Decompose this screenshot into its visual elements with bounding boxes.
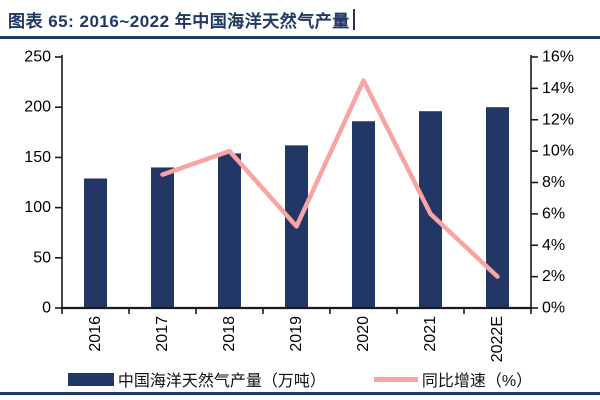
bar-2017 bbox=[151, 167, 174, 308]
growth-rate-line bbox=[160, 78, 500, 279]
legend-item-growth: 同比增速（%） bbox=[373, 367, 533, 391]
legend-label-production: 中国海洋天然气产量（万吨） bbox=[117, 373, 326, 390]
right-axis-tick-label: 16% bbox=[542, 49, 574, 66]
bar-2022E bbox=[486, 107, 509, 308]
right-axis-tick-label: 10% bbox=[542, 143, 574, 160]
right-axis-tick-label: 2% bbox=[542, 268, 565, 285]
x-axis-label-2021: 2021 bbox=[422, 316, 439, 352]
bar-2016 bbox=[84, 178, 107, 308]
legend-item-production: 中国海洋天然气产量（万吨） bbox=[67, 367, 326, 391]
combo-chart: 250 200 150 100 50 0 16% 14% 12% 10% 8% 6% 4% 2% 0% 201… bbox=[24, 49, 574, 363]
right-axis-tick-label: 8% bbox=[542, 174, 565, 191]
x-axis-label-2016: 2016 bbox=[87, 316, 104, 352]
right-axis-tick-label: 6% bbox=[542, 205, 565, 222]
right-axis-tick-label: 12% bbox=[542, 111, 574, 128]
figure-title-row: 图表 65: 2016~2022 年中国海洋天然气产量 bbox=[8, 7, 355, 32]
header-rule bbox=[0, 36, 600, 39]
figure-title: 图表 65: 2016~2022 年中国海洋天然气产量 bbox=[8, 12, 350, 31]
bar-legend-swatch bbox=[67, 372, 114, 386]
bar-2018 bbox=[218, 153, 241, 308]
right-axis-tick-label: 14% bbox=[542, 80, 574, 97]
text-cursor bbox=[352, 9, 355, 30]
x-axis-label-2019: 2019 bbox=[288, 316, 305, 352]
left-axis-tick-label: 100 bbox=[24, 199, 51, 216]
right-axis-tick-label: 0% bbox=[542, 300, 565, 317]
x-axis-label-2020: 2020 bbox=[355, 316, 372, 352]
legend-label-growth: 同比增速（%） bbox=[421, 373, 533, 390]
x-axis-label-2018: 2018 bbox=[221, 316, 238, 352]
chart-legend: 中国海洋天然气产量（万吨） 同比增速（%） bbox=[0, 367, 600, 391]
footer-rule bbox=[0, 392, 600, 395]
right-axis-tick-label: 4% bbox=[542, 237, 565, 254]
x-axis-label-2022E: 2022E bbox=[489, 316, 506, 362]
left-axis-tick-label: 50 bbox=[33, 249, 51, 266]
left-axis-tick-label: 200 bbox=[24, 99, 51, 116]
x-axis-label-2017: 2017 bbox=[154, 316, 171, 352]
left-axis-tick-label: 0 bbox=[42, 300, 51, 317]
line-legend-swatch bbox=[373, 376, 418, 382]
bar-2020 bbox=[352, 121, 375, 308]
left-axis-tick-label: 250 bbox=[24, 49, 51, 66]
left-axis-tick-label: 150 bbox=[24, 149, 51, 166]
